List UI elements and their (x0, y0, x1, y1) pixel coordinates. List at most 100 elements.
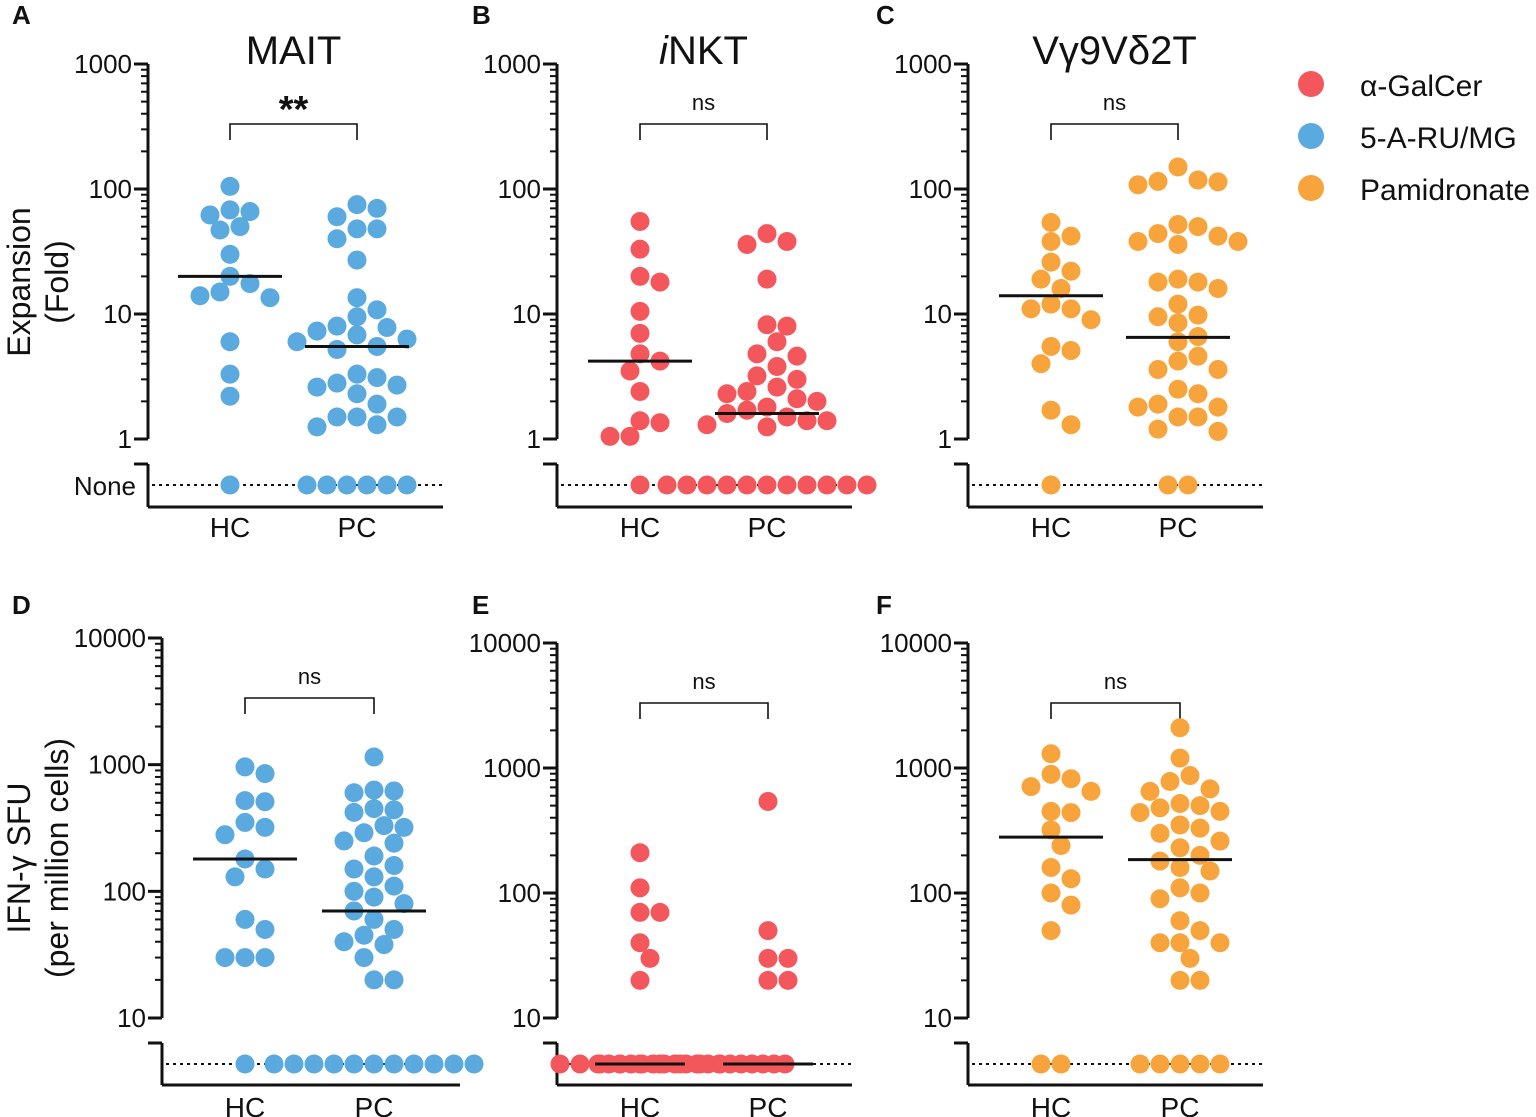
none-point (1051, 1054, 1071, 1074)
data-point (215, 825, 235, 845)
data-point (1188, 305, 1208, 325)
data-point (600, 426, 620, 446)
data-point (1148, 272, 1168, 292)
panel-letter: A (12, 0, 31, 30)
data-point (797, 411, 817, 431)
y-tick-label: 100 (909, 878, 952, 908)
data-point (1061, 415, 1081, 435)
none-point (304, 1054, 324, 1074)
panel-c: C Vγ9Vδ2T 1 10 100 1000 HC PC ns (876, 0, 1263, 543)
legend-marker (1298, 71, 1324, 97)
panel-d: D 10 100 1000 10000 HC PC ns (12, 590, 484, 1117)
significance-label: ns (692, 90, 715, 115)
data-point (630, 933, 650, 953)
data-point (1041, 883, 1061, 903)
data-point (630, 211, 650, 231)
y-label-ifn: IFN-γ SFU(per million cells) (1, 738, 75, 978)
significance-label: ns (1104, 669, 1127, 694)
none-point (1158, 475, 1178, 495)
data-point (1150, 933, 1170, 953)
y-tick-label: 1000 (894, 49, 952, 79)
data-point (757, 397, 777, 417)
data-point (630, 381, 650, 401)
panel-a: A MAIT 1 10 100 1000 None HC PC ** (12, 0, 443, 543)
data-point (364, 747, 384, 767)
data-point (640, 948, 660, 968)
data-point (220, 176, 240, 196)
data-point (758, 948, 778, 968)
data-point (1208, 278, 1228, 298)
y-tick-label: 10 (512, 299, 541, 329)
legend-marker (1298, 123, 1324, 149)
data-point (367, 219, 387, 239)
data-point (1170, 718, 1190, 738)
data-point (787, 389, 807, 409)
x-category-label: PC (749, 1092, 788, 1117)
data-point (1061, 869, 1081, 889)
data-point (1208, 397, 1228, 417)
data-point (1130, 803, 1150, 823)
data-point (387, 375, 407, 395)
none-point (1178, 475, 1198, 495)
none-point (1041, 475, 1061, 495)
data-point (397, 329, 417, 349)
data-point (630, 266, 650, 286)
y-tick-label: 100 (498, 878, 541, 908)
data-point (347, 307, 367, 327)
data-point (235, 948, 255, 968)
data-point (1081, 781, 1101, 801)
data-point (235, 757, 255, 777)
data-point (757, 269, 777, 289)
data-point (235, 909, 255, 929)
none-point (630, 475, 650, 495)
data-point (747, 366, 767, 386)
y-label-expansion: Expansion(Fold) (1, 207, 75, 356)
data-point (1168, 157, 1188, 177)
data-point (384, 919, 404, 939)
data-point (210, 282, 230, 302)
none-point (297, 475, 317, 495)
none-point (464, 1054, 484, 1074)
legend-label: α-GalCer (1360, 70, 1482, 103)
data-point (757, 315, 777, 335)
data-point (620, 426, 640, 446)
data-point (1051, 835, 1071, 855)
data-point (630, 902, 650, 922)
data-point (1190, 921, 1210, 941)
none-point (737, 475, 757, 495)
data-point (1160, 771, 1180, 791)
data-point (737, 381, 757, 401)
data-point (1128, 397, 1148, 417)
data-point (344, 802, 364, 822)
data-point (384, 800, 404, 820)
significance-bracket (244, 697, 375, 714)
data-point (334, 932, 354, 952)
none-point (220, 475, 240, 495)
data-point (1188, 272, 1208, 292)
data-point (1188, 217, 1208, 237)
data-point (1150, 889, 1170, 909)
data-point (1061, 226, 1081, 246)
y-tick-label: 10000 (880, 628, 952, 658)
data-point (747, 344, 767, 364)
none-point (1210, 1054, 1230, 1074)
legend-entry: 5-A-RU/MG (1298, 122, 1517, 155)
none-point (284, 1054, 304, 1074)
x-category-label: HC (225, 1092, 265, 1117)
panel-e: E 10 100 1000 10000 HC PC ns (469, 590, 852, 1117)
legend-label: Pamidronate (1360, 174, 1530, 207)
data-point (1061, 769, 1081, 789)
x-category-label: HC (1031, 1092, 1071, 1117)
data-point (1170, 878, 1190, 898)
data-point (1041, 764, 1061, 784)
data-point (220, 386, 240, 406)
data-point (1228, 232, 1248, 252)
y-tick-label: 100 (498, 174, 541, 204)
data-point (374, 816, 394, 836)
significance-label: ns (298, 664, 321, 689)
x-category-label: PC (355, 1092, 394, 1117)
data-point (1168, 294, 1188, 314)
data-point (394, 894, 414, 914)
data-point (1061, 341, 1081, 361)
